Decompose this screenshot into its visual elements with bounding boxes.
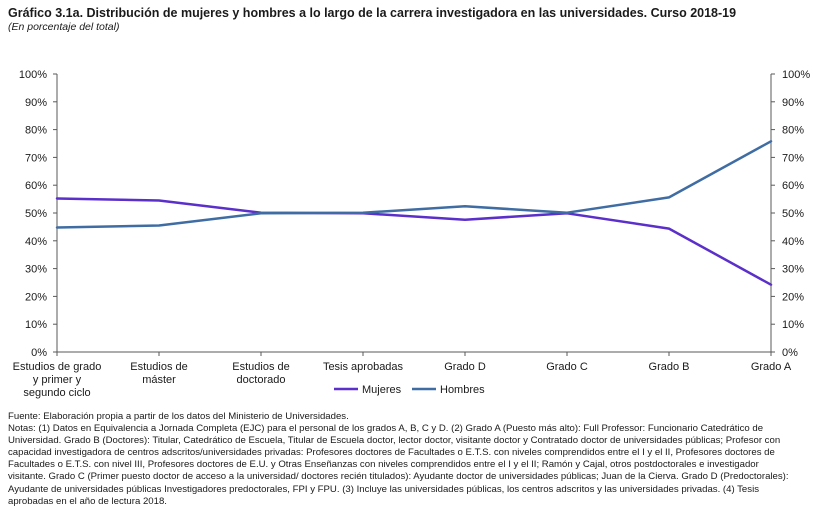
y-tick-label-left: 30% (25, 264, 47, 276)
x-tick-label: Grado B (649, 361, 690, 373)
y-tick-label-right: 40% (782, 236, 804, 248)
y-tick-label-right: 30% (782, 264, 804, 276)
source-note: Fuente: Elaboración propia a partir de l… (8, 411, 349, 422)
chart-legend: Mujeres Hombres (334, 384, 485, 396)
x-tick-label: Estudios de máster (130, 361, 187, 386)
y-tick-label-left: 0% (31, 347, 47, 359)
chart-axes: 0% 0% 10% 10% 20% 20% 30% 30% 40% 40% 50% 50% 60% 60%… (13, 69, 811, 399)
x-tick-label: Grado D (444, 361, 486, 373)
y-tick-label-left: 90% (25, 97, 47, 109)
chart-notes: Fuente: Elaboración propia a partir de l… (8, 411, 798, 508)
legend-label-mujeres: Mujeres (362, 384, 402, 396)
y-tick-label-right: 60% (782, 180, 804, 192)
footnotes: Notas: (1) Datos en Equivalencia a Jorna… (8, 423, 789, 507)
y-tick-label-left: 100% (19, 69, 47, 81)
y-tick-label-left: 70% (25, 152, 47, 164)
y-tick-label-right: 20% (782, 291, 804, 303)
x-tick-label: Estudios de grado y primer y segundo ciclo (13, 361, 102, 399)
y-tick-label-right: 10% (782, 319, 804, 331)
x-tick-label: Estudios de doctorado (232, 361, 289, 386)
legend-label-hombres: Hombres (440, 384, 485, 396)
x-tick-label: Tesis aprobadas (323, 361, 404, 373)
y-tick-label-right: 80% (782, 125, 804, 137)
y-tick-label-right: 0% (782, 347, 798, 359)
y-tick-label-left: 20% (25, 291, 47, 303)
series-line-mujeres (55, 197, 773, 286)
y-tick-label-right: 100% (782, 69, 810, 81)
y-tick-label-left: 60% (25, 180, 47, 192)
series-line-hombres (55, 140, 773, 229)
y-tick-label-right: 50% (782, 208, 804, 220)
line-chart: 0% 0% 10% 10% 20% 20% 30% 30% 40% 40% 50% 50% 60% 60%… (13, 69, 811, 399)
x-tick-label: Grado C (546, 361, 588, 373)
chart-title: Gráfico 3.1a. Distribución de mujeres y … (8, 6, 737, 20)
chart-subtitle: (En porcentaje del total) (8, 21, 120, 33)
y-tick-label-right: 70% (782, 152, 804, 164)
y-tick-label-left: 40% (25, 236, 47, 248)
y-tick-label-left: 10% (25, 319, 47, 331)
chart-series (55, 140, 773, 286)
x-tick-label: Grado A (751, 361, 792, 373)
y-tick-label-left: 50% (25, 208, 47, 220)
y-tick-label-left: 80% (25, 125, 47, 137)
y-tick-label-right: 90% (782, 97, 804, 109)
